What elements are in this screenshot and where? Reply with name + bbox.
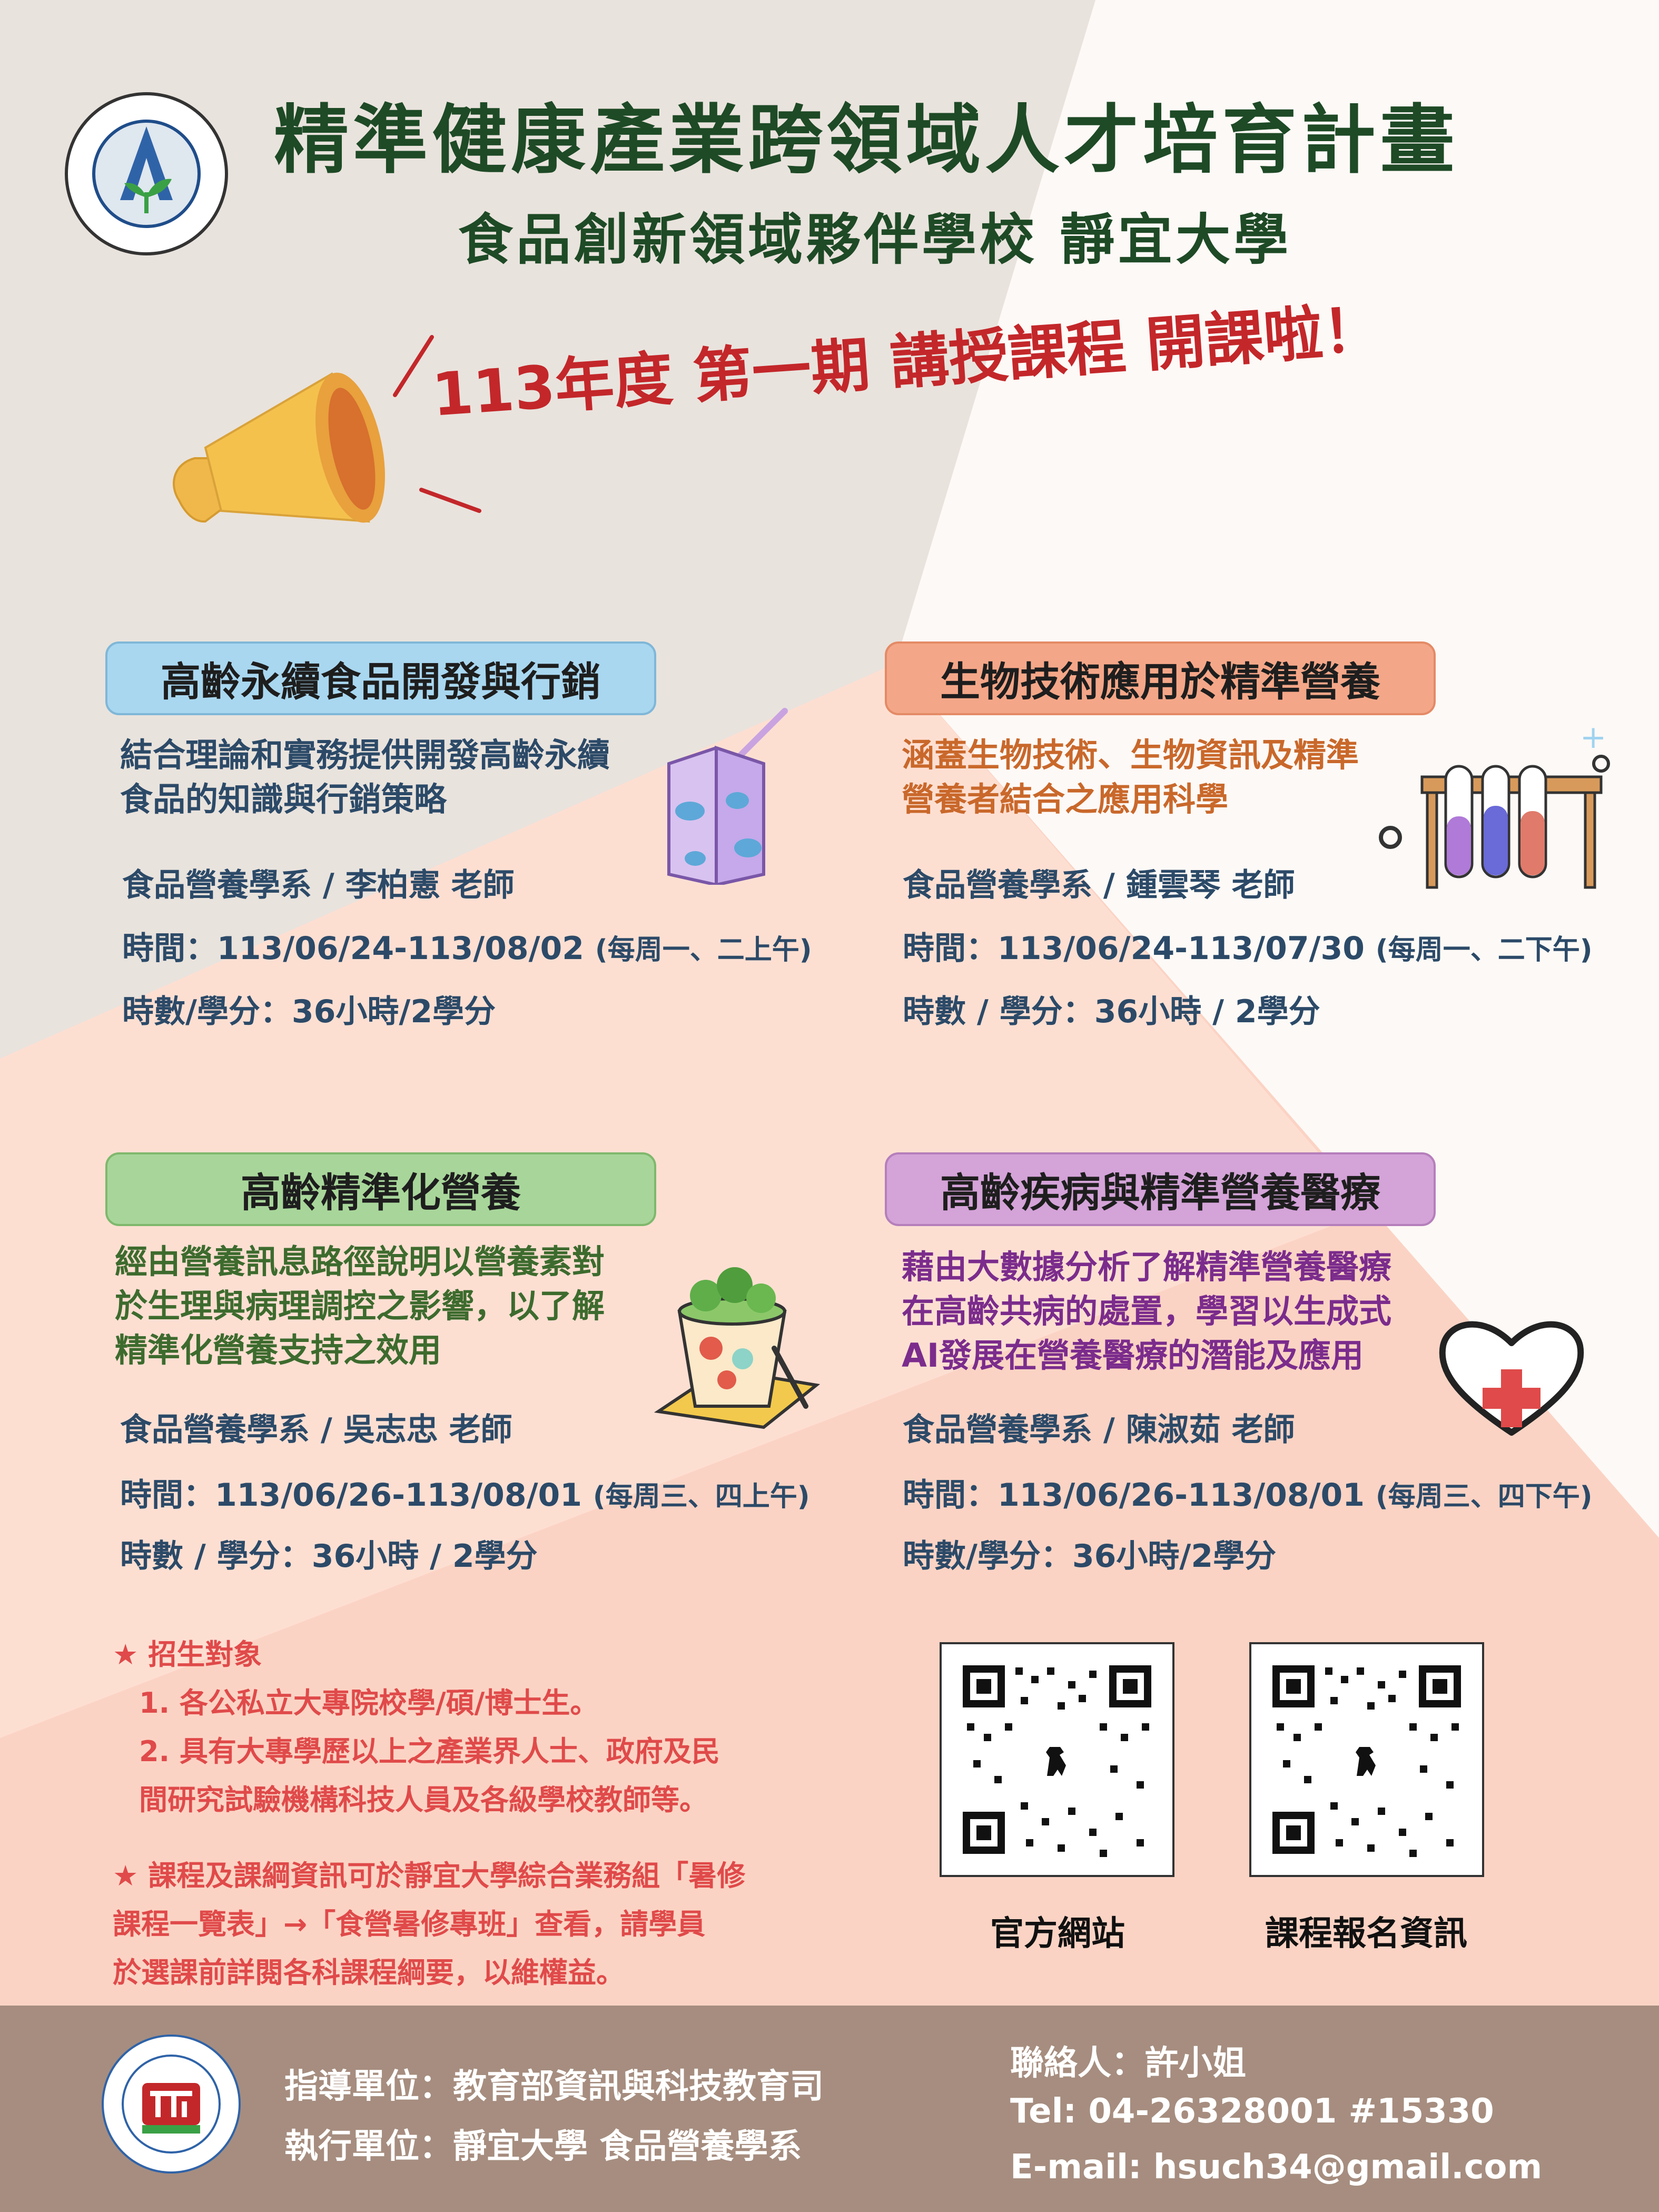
course-hours-4: 時數/學分：36小時/2學分: [903, 1538, 1277, 1575]
course-desc-1-line-2: 食品的知識與行銷策略: [120, 780, 447, 818]
course-teacher-3: 食品營養學系 / 吳志忠 老師: [120, 1411, 512, 1448]
footer-contact: 聯絡人：許小姐: [1010, 2044, 1246, 2083]
course-time-2-note: (每周一、二下午): [1375, 934, 1593, 966]
svg-text:+: +: [1580, 722, 1606, 756]
course-desc-1-line-1: 結合理論和實務提供開發高齡永續: [120, 736, 610, 774]
footer-executor: 執行單位：靜宜大學 食品營養學系: [284, 2127, 802, 2166]
course-desc-3-line-2: 於生理與病理調控之影響，以了解: [115, 1287, 605, 1325]
course-desc-3-line-1: 經由營養訊息路徑說明以營養素對: [115, 1242, 605, 1281]
course-desc-1: 結合理論和實務提供開發高齡永續 食品的知識與行銷策略: [120, 733, 610, 822]
course-time-4: 時間：113/06/26-113/08/01 (每周三、四下午): [903, 1469, 1592, 1515]
course-title-4: 高齡疾病與精準營養醫療: [885, 1152, 1436, 1226]
info-line-1: ★ 課程及課綱資訊可於靜宜大學綜合業務組「暑修: [113, 1859, 746, 1892]
enroll-item-1: 1. 各公私立大專院校學/碩/博士生。: [139, 1686, 599, 1720]
ministry-of-education-logo: [65, 92, 228, 255]
course-title-2: 生物技術應用於精準營養: [885, 641, 1436, 715]
footer: [0, 2006, 1659, 2212]
course-title-1: 高齡永續食品開發與行銷: [105, 641, 656, 715]
enroll-item-3: 間研究試驗機構科技人員及各級學校教師等。: [139, 1783, 708, 1816]
course-time-4-range: 時間：113/06/26-113/08/01: [903, 1477, 1365, 1514]
course-time-1-note: (每周一、二上午): [595, 934, 812, 966]
footer-email[interactable]: E-mail: hsuch34@gmail.com: [1010, 2148, 1543, 2187]
course-time-3-note: (每周三、四上午): [592, 1481, 810, 1513]
qr-code-official-site[interactable]: [940, 1642, 1174, 1877]
course-teacher-1: 食品營養學系 / 李柏憲 老師: [122, 867, 515, 904]
milk-carton-icon: [667, 708, 788, 885]
info-line-2: 課程一覽表」→「食營暑修專班」查看，請學員: [113, 1908, 706, 1941]
enrollment-notes: ★ 招生對象 1. 各公私立大專院校學/碩/博士生。 2. 具有大專學歷以上之產…: [113, 1631, 720, 1824]
megaphone-icon: [173, 372, 385, 523]
course-time-2-range: 時間：113/06/24-113/07/30: [903, 930, 1365, 967]
salad-bowl-icon: [654, 1267, 821, 1429]
course-title-3: 高齡精準化營養: [105, 1152, 656, 1226]
qr-pattern: [1272, 1665, 1461, 1857]
course-time-2: 時間：113/06/24-113/07/30 (每周一、二下午): [903, 923, 1592, 969]
course-desc-4: 藉由大數據分析了解精準營養醫療 在高齡共病的處置，學習以生成式 AI發展在營養醫…: [902, 1245, 1391, 1378]
sound-lines-icon: [393, 335, 481, 513]
course-desc-4-line-3: AI發展在營養醫療的潛能及應用: [902, 1336, 1364, 1375]
heart-cross-icon: [1439, 1321, 1584, 1436]
qr-code-registration[interactable]: [1249, 1642, 1484, 1877]
info-line-3: 於選課前詳閱各科課程綱要，以維權益。: [113, 1956, 625, 1989]
course-hours-1: 時數/學分：36小時/2學分: [122, 993, 496, 1030]
qr-pattern: [963, 1665, 1151, 1857]
course-time-1: 時間：113/06/24-113/08/02 (每周一、二上午): [122, 923, 812, 969]
course-desc-4-line-1: 藉由大數據分析了解精準營養醫療: [902, 1248, 1392, 1286]
course-hours-3: 時數 / 學分：36小時 / 2學分: [120, 1538, 538, 1575]
course-time-1-range: 時間：113/06/24-113/08/02: [122, 930, 585, 967]
page-title: 精準健康產業跨領域人才培育計畫: [274, 97, 1459, 184]
course-info-notes: ★ 課程及課綱資訊可於靜宜大學綜合業務組「暑修 課程一覽表」→「食營暑修專班」查…: [113, 1852, 745, 1997]
course-teacher-4: 食品營養學系 / 陳淑茹 老師: [903, 1411, 1295, 1448]
course-desc-4-line-2: 在高齡共病的處置，學習以生成式: [902, 1292, 1392, 1330]
enroll-item-2: 2. 具有大專學歷以上之產業界人士、政府及民: [139, 1735, 720, 1768]
course-hours-2: 時數 / 學分：36小時 / 2學分: [903, 993, 1320, 1030]
enroll-heading: ★ 招生對象: [113, 1638, 262, 1671]
course-time-3: 時間：113/06/26-113/08/01 (每周三、四上午): [120, 1469, 809, 1515]
course-desc-3: 經由營養訊息路徑說明以營養素對 於生理與病理調控之影響，以了解 精準化營養支持之…: [115, 1240, 605, 1372]
course-desc-2: 涵蓋生物技術、生物資訊及精準 營養者結合之應用科學: [902, 733, 1359, 822]
course-time-4-note: (每周三、四下午): [1375, 1481, 1593, 1513]
footer-advisor: 指導單位：教育部資訊與科技教育司: [284, 2067, 824, 2106]
course-desc-3-line-3: 精準化營養支持之效用: [115, 1331, 442, 1369]
department-logo: [102, 2035, 241, 2174]
test-tubes-icon: +: [1379, 722, 1610, 889]
course-desc-2-line-2: 營養者結合之應用科學: [902, 780, 1229, 818]
course-teacher-2: 食品營養學系 / 鍾雲琴 老師: [903, 867, 1295, 904]
qr-label-official-site: 官方網站: [990, 1914, 1125, 1953]
course-time-3-range: 時間：113/06/26-113/08/01: [120, 1477, 582, 1514]
qr-label-registration: 課程報名資訊: [1265, 1914, 1467, 1953]
course-desc-2-line-1: 涵蓋生物技術、生物資訊及精準: [902, 736, 1359, 774]
footer-tel: Tel: 04-26328001 #15330: [1010, 2092, 1494, 2131]
page-subtitle: 食品創新領域夥伴學校 靜宜大學: [458, 208, 1292, 272]
